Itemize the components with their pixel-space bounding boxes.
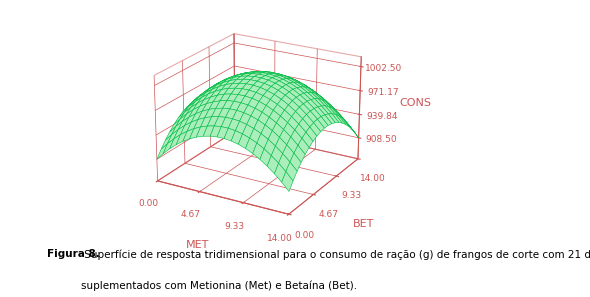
Y-axis label: BET: BET bbox=[353, 219, 374, 229]
Text: suplementados com Metionina (Met) e Betaína (Bet).: suplementados com Metionina (Met) e Beta… bbox=[81, 281, 357, 291]
Text: Superfície de resposta tridimensional para o consumo de ração (g) de frangos de : Superfície de resposta tridimensional pa… bbox=[81, 249, 590, 260]
X-axis label: MET: MET bbox=[186, 240, 209, 249]
Text: Figura 8.: Figura 8. bbox=[47, 249, 100, 260]
